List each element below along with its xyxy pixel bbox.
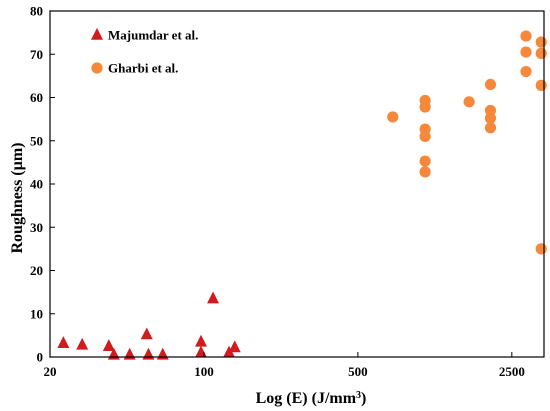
y-tick-label: 20 bbox=[30, 263, 43, 278]
data-point-majumdar bbox=[156, 347, 169, 360]
data-marks bbox=[57, 30, 547, 360]
data-point-majumdar bbox=[102, 339, 115, 351]
data-point-majumdar bbox=[142, 347, 155, 360]
legend: Majumdar et al. Gharbi et al. bbox=[91, 28, 198, 76]
y-tick-label: 40 bbox=[30, 177, 43, 192]
data-point-majumdar bbox=[123, 347, 136, 360]
x-axis-title-main: Log (E) (J/mm bbox=[256, 390, 357, 407]
data-point-majumdar bbox=[140, 327, 153, 340]
data-point-majumdar bbox=[57, 336, 70, 348]
data-point-gharbi bbox=[520, 65, 532, 78]
x-tick-label: 2500 bbox=[499, 364, 525, 379]
y-tick-label: 0 bbox=[37, 350, 44, 365]
data-point-gharbi bbox=[484, 112, 497, 124]
x-tick-label: 20 bbox=[44, 364, 57, 379]
data-point-majumdar bbox=[223, 345, 236, 358]
data-point-gharbi bbox=[535, 36, 547, 48]
y-axis-title: Roughness (µm) bbox=[9, 142, 26, 253]
y-tick-label: 50 bbox=[30, 133, 43, 148]
data-point-gharbi bbox=[535, 47, 547, 59]
x-tick-label: 100 bbox=[194, 364, 214, 379]
x-axis-title: Log (E) (J/mm3) bbox=[256, 390, 367, 408]
data-point-gharbi bbox=[419, 130, 431, 143]
axes: 0 10 20 30 40 50 60 70 80 20 100 500 2500 bbox=[30, 4, 545, 379]
x-axis-title-superscript: 3 bbox=[356, 390, 361, 401]
data-point-majumdar bbox=[76, 337, 89, 350]
x-axis-title-close: ) bbox=[361, 390, 366, 407]
data-point-gharbi bbox=[484, 78, 497, 91]
data-point-majumdar bbox=[195, 334, 208, 347]
data-point-gharbi bbox=[387, 111, 399, 123]
data-point-gharbi bbox=[520, 46, 532, 58]
data-point-gharbi bbox=[535, 243, 547, 255]
y-tick-label: 10 bbox=[30, 306, 43, 321]
data-point-gharbi bbox=[535, 79, 547, 91]
data-point-majumdar bbox=[195, 345, 208, 358]
legend-label-gharbi: Gharbi et al. bbox=[108, 61, 178, 76]
data-point-gharbi bbox=[484, 104, 497, 117]
y-tick-label: 60 bbox=[30, 90, 43, 105]
data-point-gharbi bbox=[419, 101, 431, 113]
y-tick-label: 70 bbox=[30, 47, 43, 62]
y-tick-label: 30 bbox=[30, 220, 43, 235]
x-tick-label: 500 bbox=[348, 364, 368, 379]
data-point-gharbi bbox=[463, 96, 475, 108]
data-point-majumdar bbox=[207, 291, 220, 304]
legend-marker-majumdar bbox=[91, 27, 103, 40]
data-point-gharbi bbox=[419, 155, 431, 167]
data-point-gharbi bbox=[484, 122, 497, 134]
legend-label-majumdar: Majumdar et al. bbox=[108, 28, 198, 43]
data-point-gharbi bbox=[520, 30, 532, 42]
data-point-majumdar bbox=[228, 340, 241, 353]
legend-marker-gharbi bbox=[91, 62, 103, 74]
y-tick-label: 80 bbox=[30, 4, 43, 19]
data-point-gharbi bbox=[419, 166, 431, 178]
